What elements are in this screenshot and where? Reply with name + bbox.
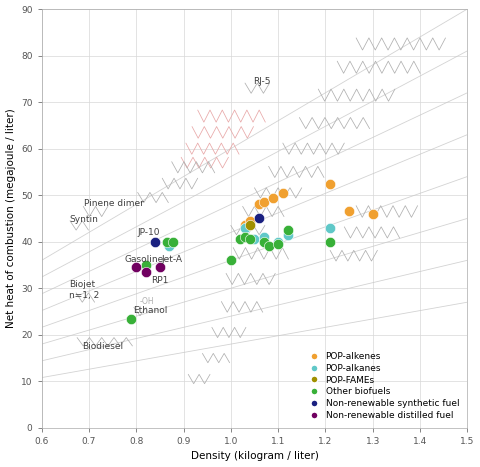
Text: -OH: -OH	[140, 297, 155, 306]
Point	[326, 224, 334, 232]
Point	[260, 238, 268, 246]
Text: Biojet
n=1, 2: Biojet n=1, 2	[69, 281, 99, 300]
Point	[163, 238, 171, 246]
Point	[265, 243, 273, 250]
Point	[169, 238, 177, 246]
Point	[241, 234, 249, 241]
Text: Gasoline: Gasoline	[124, 255, 164, 263]
Point	[142, 261, 149, 269]
Point	[241, 222, 249, 229]
Point	[274, 238, 282, 246]
Point	[274, 241, 282, 248]
Point	[255, 215, 263, 222]
Point	[246, 222, 253, 229]
Point	[127, 315, 135, 322]
Point	[156, 263, 164, 271]
Point	[345, 208, 353, 215]
Point	[246, 217, 253, 225]
Text: Syntin: Syntin	[69, 215, 98, 224]
Point	[279, 189, 287, 197]
Text: JP-10: JP-10	[138, 228, 160, 237]
Text: RJ-5: RJ-5	[253, 77, 271, 86]
Point	[166, 243, 173, 250]
Text: RP1: RP1	[151, 276, 169, 284]
Point	[246, 236, 253, 243]
Point	[369, 210, 376, 218]
Point	[255, 201, 263, 208]
Point	[260, 234, 268, 241]
Point	[326, 238, 334, 246]
Legend: POP-alkenes, POP-alkanes, POP-FAMEs, Other biofuels, Non-renewable synthetic fue: POP-alkenes, POP-alkanes, POP-FAMEs, Oth…	[301, 348, 463, 424]
X-axis label: Density (kilogram / liter): Density (kilogram / liter)	[191, 452, 318, 461]
Point	[251, 236, 258, 243]
Text: Jet-A: Jet-A	[161, 255, 182, 263]
Point	[284, 226, 291, 234]
Text: Ethanol: Ethanol	[133, 306, 168, 315]
Point	[132, 263, 140, 271]
Point	[227, 256, 235, 264]
Text: Pinene dimer: Pinene dimer	[84, 199, 144, 208]
Text: Biodiesel: Biodiesel	[82, 342, 123, 351]
Point	[237, 236, 244, 243]
Point	[326, 180, 334, 187]
Point	[151, 238, 159, 246]
Point	[284, 231, 291, 239]
Y-axis label: Net heat of combustion (megajoule / liter): Net heat of combustion (megajoule / lite…	[6, 109, 15, 328]
Point	[260, 198, 268, 206]
Point	[241, 224, 249, 232]
Point	[270, 194, 277, 201]
Point	[142, 268, 149, 276]
